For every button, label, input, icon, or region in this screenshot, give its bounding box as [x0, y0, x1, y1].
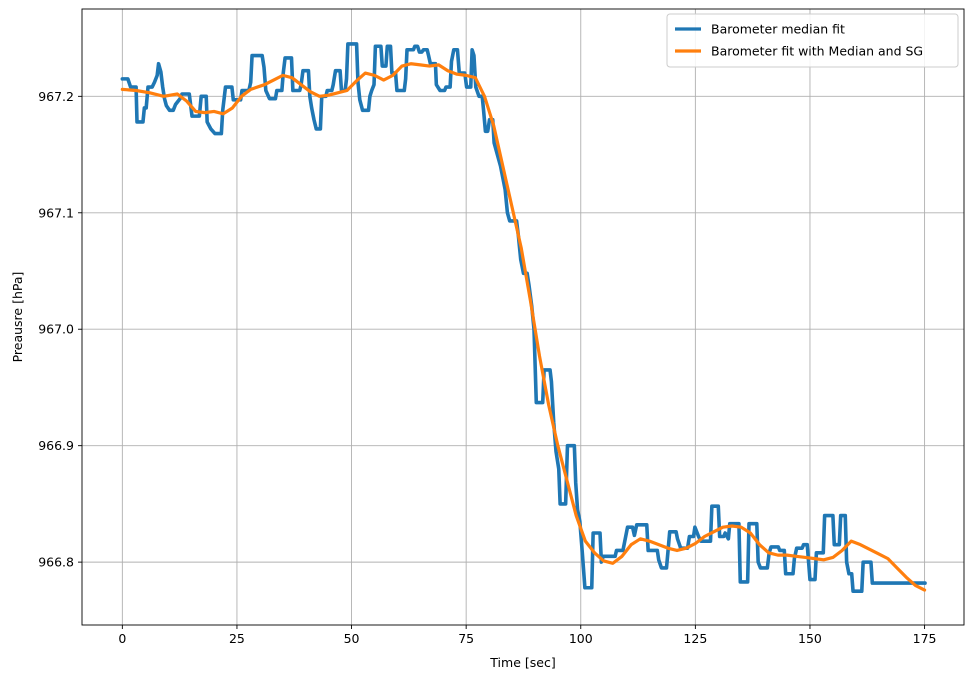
y-tick-label: 966.9 [38, 438, 74, 453]
grid [82, 9, 964, 625]
series-line-median-sg [120, 62, 927, 592]
x-tick-label: 25 [229, 631, 245, 646]
y-tick-label: 967.1 [38, 205, 74, 220]
series-line-median-fit [120, 42, 927, 594]
x-axis-label: Time [sec] [489, 655, 555, 670]
plot-frame [81, 8, 965, 626]
ticks: 0 25 50 75 100 125 150 175 966.8 966.9 967.0 967.1 9… [38, 89, 936, 646]
legend-box [666, 13, 959, 68]
x-tick-label: 175 [913, 631, 937, 646]
x-tick-label: 50 [344, 631, 360, 646]
x-tick-label: 100 [569, 631, 593, 646]
x-tick-label: 150 [798, 631, 822, 646]
y-tick-label: 967.0 [38, 322, 74, 337]
legend-label-sg: Barometer fit with Median and SG [711, 44, 923, 59]
x-tick-label: 125 [683, 631, 707, 646]
x-tick-label: 0 [118, 631, 126, 646]
legend: Barometer median fit Barometer fit with … [666, 13, 959, 68]
series-layer [120, 42, 927, 594]
legend-label-median: Barometer median fit [711, 22, 845, 37]
y-axis-label: Preausre [hPa] [10, 272, 25, 363]
y-tick-label: 967.2 [38, 89, 74, 104]
y-tick-label: 966.8 [38, 555, 74, 570]
x-tick-label: 75 [458, 631, 474, 646]
